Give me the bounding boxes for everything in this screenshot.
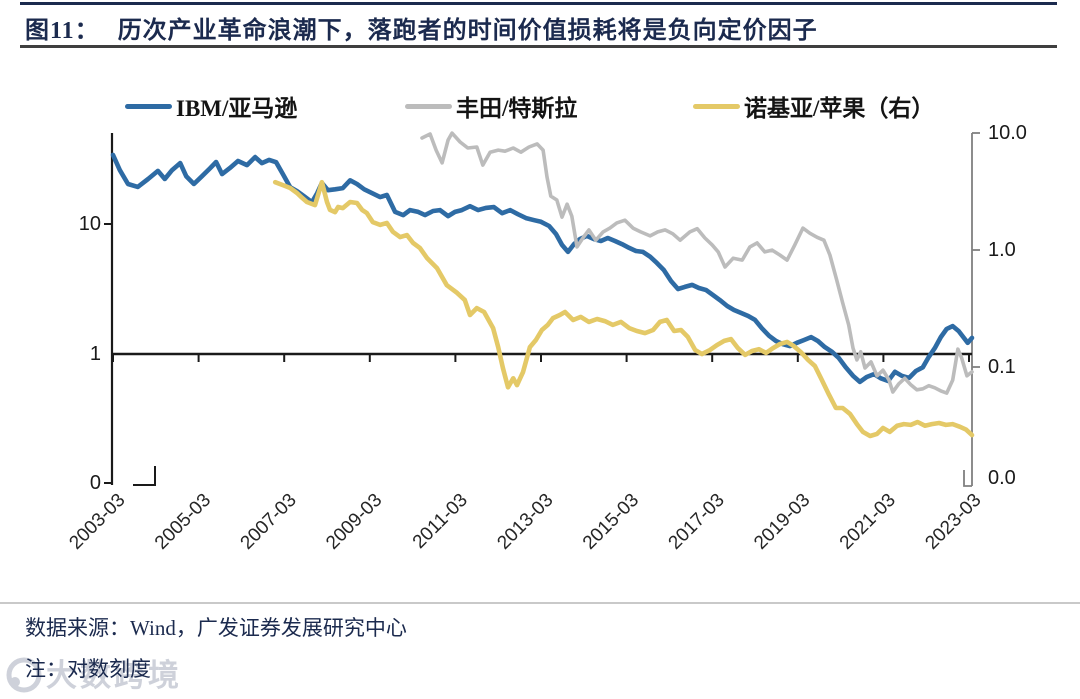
legend-label: 诺基亚/苹果（右） bbox=[744, 96, 935, 121]
x-tick-label: 2017-03 bbox=[665, 490, 729, 554]
top-border-rule bbox=[20, 2, 1057, 5]
legend-label: 丰田/特斯拉 bbox=[456, 96, 578, 121]
right-axis-endcap bbox=[963, 470, 972, 487]
chart-axes bbox=[104, 132, 980, 487]
x-tick-label: 2015-03 bbox=[579, 490, 643, 554]
right-axis-tick-label: 0.1 bbox=[988, 356, 1016, 378]
series-line-left bbox=[110, 152, 975, 385]
title-divider-rule bbox=[20, 45, 1057, 48]
chart-axis-labels: 2003-03 2005-03 2007-03 2009-03 2011-03 2013-… bbox=[65, 122, 1027, 554]
right-axis-tick-label: 0.0 bbox=[988, 467, 1016, 489]
right-axis-tick-label: 1.0 bbox=[988, 239, 1016, 261]
legend-label: IBM/亚马逊 bbox=[176, 96, 298, 121]
x-tick-label: 2023-03 bbox=[921, 490, 985, 554]
legend-item-nokia-apple: 诺基亚/苹果（右） bbox=[693, 93, 934, 121]
x-tick-label: 2005-03 bbox=[151, 490, 215, 554]
legend-item-ibm-amazon: IBM/亚马逊 bbox=[125, 93, 297, 121]
right-axis-tick-label: 10.0 bbox=[988, 122, 1027, 144]
watermark: 大数跨境 bbox=[2, 650, 182, 695]
left-axis-tick-label: 0 bbox=[90, 472, 101, 494]
watermark-text: 大数跨境 bbox=[46, 658, 182, 693]
legend-swatch-blue bbox=[125, 103, 172, 109]
circle-logo-icon bbox=[6, 657, 42, 692]
series-line-left bbox=[420, 131, 974, 395]
data-source-text: 数据来源：Wind，广发证券发展研究中心 bbox=[25, 616, 407, 640]
left-axis-endcap bbox=[133, 466, 156, 486]
legend-swatch-yellow bbox=[693, 103, 740, 109]
x-tick-label: 2013-03 bbox=[493, 490, 557, 554]
footer-divider-rule bbox=[0, 602, 1080, 604]
chart-title-tag: 图11： bbox=[25, 18, 100, 44]
chart-title: 图11： 历次产业革命浪潮下，落跑者的时间价值损耗将是负向定价因子 bbox=[25, 10, 818, 45]
left-axis-tick-label: 10 bbox=[79, 213, 101, 235]
chart-series-lines bbox=[110, 131, 975, 439]
x-tick-label: 2009-03 bbox=[322, 490, 386, 554]
legend-item-toyota-tesla: 丰田/特斯拉 bbox=[405, 93, 577, 121]
x-tick-label: 2021-03 bbox=[836, 490, 900, 554]
x-tick-label: 2019-03 bbox=[750, 490, 814, 554]
note-text: 注：对数刻度 bbox=[25, 657, 151, 681]
x-tick-label: 2003-03 bbox=[65, 490, 129, 554]
x-tick-label: 2011-03 bbox=[409, 490, 472, 553]
x-tick-label: 2007-03 bbox=[237, 490, 301, 554]
legend-swatch-gray bbox=[405, 103, 452, 109]
series-line-right bbox=[272, 179, 975, 439]
chart-title-text: 历次产业革命浪潮下，落跑者的时间价值损耗将是负向定价因子 bbox=[117, 18, 818, 44]
left-axis-tick-label: 1 bbox=[90, 343, 101, 365]
